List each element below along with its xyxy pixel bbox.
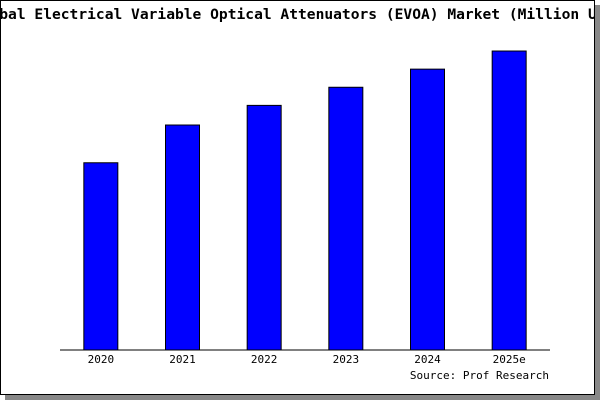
x-tick-label: 2023 [333, 353, 360, 366]
chart-title: Global Electrical Variable Optical Atten… [0, 6, 600, 23]
bar [83, 162, 119, 351]
x-tick-label: 2022 [251, 353, 278, 366]
x-tick-label: 2021 [169, 353, 196, 366]
bar [165, 124, 200, 351]
bar [491, 50, 527, 351]
bar [246, 104, 282, 351]
x-tick-label: 2025e [493, 353, 526, 366]
source-note: Source: Prof Research [410, 369, 549, 382]
bar [328, 86, 364, 351]
bar [410, 68, 445, 351]
x-tick-label: 2024 [414, 353, 441, 366]
x-tick-label: 2020 [88, 353, 115, 366]
